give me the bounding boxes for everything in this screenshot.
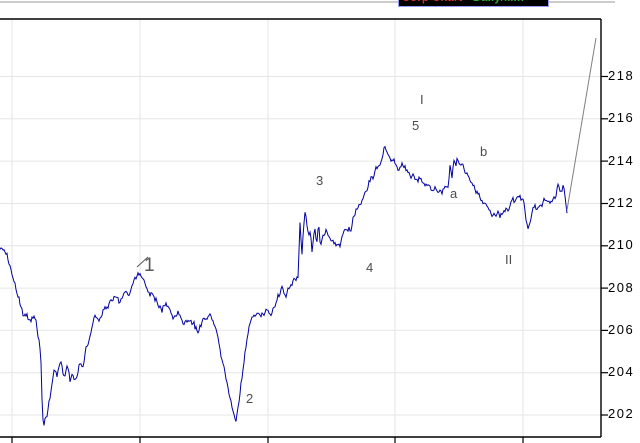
svg-text:1: 1 bbox=[144, 255, 155, 276]
